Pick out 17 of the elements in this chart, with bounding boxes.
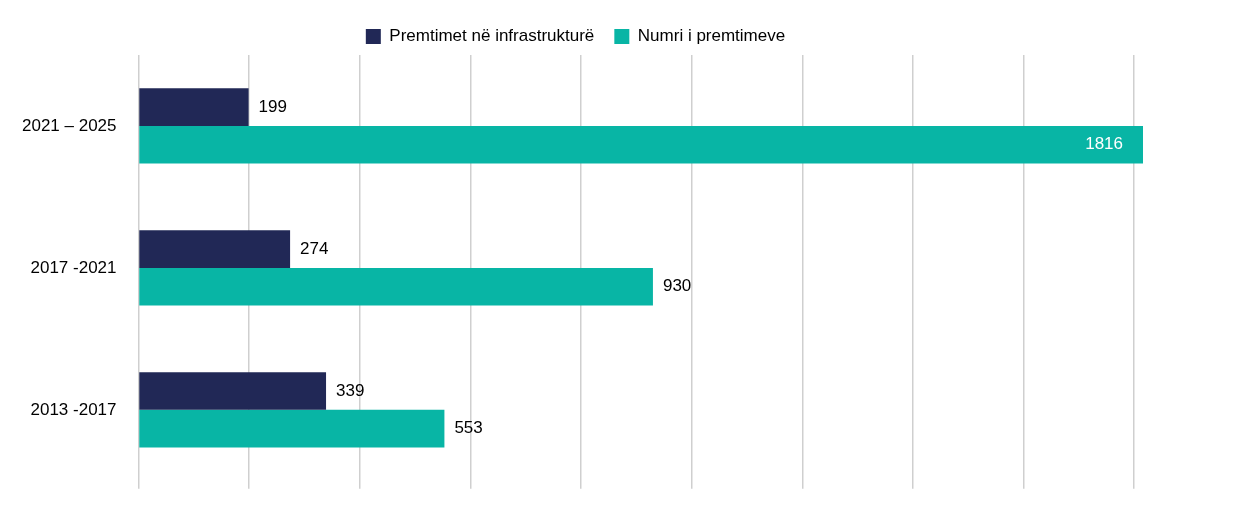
data-label: 274 (300, 238, 329, 258)
bar (139, 409, 445, 448)
data-label: 1816 (1085, 134, 1123, 154)
bar (139, 125, 1143, 164)
bar (139, 267, 653, 306)
legend-label: Numri i premtimeve (637, 26, 786, 46)
data-label: 553 (454, 418, 483, 438)
y-tick-label: 2021 – 2025 (21, 115, 117, 135)
bar (139, 372, 327, 410)
bar (139, 88, 249, 126)
y-tick-label: 2013 -2017 (30, 399, 117, 419)
bar (139, 230, 291, 268)
y-tick-label: 2017 -2021 (30, 257, 117, 277)
legend-label: Premtimet në infrastrukturë (389, 26, 595, 46)
data-label: 339 (336, 380, 365, 400)
data-label: 930 (662, 276, 692, 296)
data-label: 199 (258, 96, 287, 116)
